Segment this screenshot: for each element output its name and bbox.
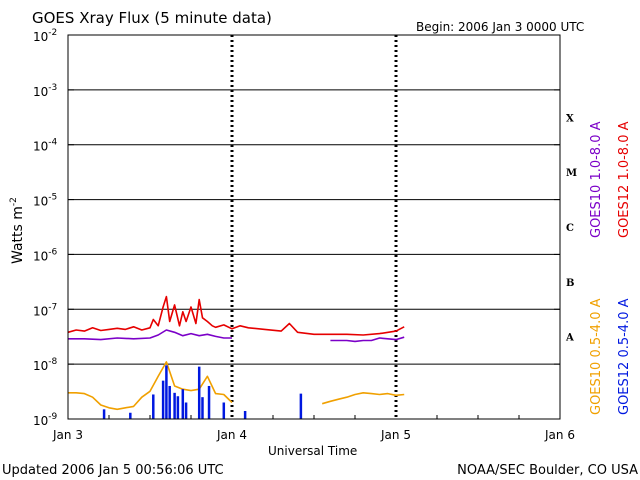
y-axis-label: Watts m-2 xyxy=(9,197,26,264)
flare-class-label: X xyxy=(566,113,574,124)
legend-entry: GOES10 0.5-4.0 A xyxy=(589,298,604,415)
y-tick-label: 10-4 xyxy=(33,138,58,154)
y-tick-label: 10-7 xyxy=(33,302,57,318)
x-axis-label: Universal Time xyxy=(268,444,357,458)
y-axis-label-text: Watts m xyxy=(10,206,26,264)
updated-timestamp: Updated 2006 Jan 5 00:56:06 UTC xyxy=(2,463,224,478)
legend-right: GOES12 1.0-8.0 A GOES12 0.5-4.0 A xyxy=(617,121,632,415)
flare-class-label: M xyxy=(566,168,577,179)
series-line xyxy=(321,391,405,405)
x-axis-ticks: Jan 3 Jan 4 Jan 5 Jan 6 xyxy=(52,415,575,442)
legend-entry: GOES12 0.5-4.0 A xyxy=(617,298,632,415)
series-line xyxy=(68,361,233,411)
flare-class-label: C xyxy=(566,223,574,234)
flare-class-labels: A B C M X xyxy=(565,113,577,343)
plot-series xyxy=(67,295,405,419)
credit-text: NOAA/SEC Boulder, CO USA xyxy=(457,463,638,478)
y-tick-label: 10-9 xyxy=(33,412,58,428)
x-tick-label: Jan 6 xyxy=(544,428,575,442)
flare-class-label: B xyxy=(566,278,574,289)
flare-class-label: A xyxy=(565,333,574,344)
x-tick-label: Jan 4 xyxy=(216,428,247,442)
y-tick-label: 10-8 xyxy=(33,357,58,373)
y-axis-label-exp: -2 xyxy=(9,197,19,206)
grid-lines xyxy=(68,35,560,419)
chart-title: GOES Xray Flux (5 minute data) xyxy=(32,9,272,27)
series-line xyxy=(67,295,405,336)
series-line xyxy=(68,329,232,341)
legend-entry: GOES12 1.0-8.0 A xyxy=(617,121,632,238)
series-line xyxy=(330,336,405,343)
y-tick-label: 10-2 xyxy=(33,28,57,44)
begin-label: Begin: 2006 Jan 3 0000 UTC xyxy=(416,20,584,34)
x-tick-label: Jan 3 xyxy=(52,428,83,442)
legend-left: GOES10 1.0-8.0 A GOES10 0.5-4.0 A xyxy=(589,121,604,415)
x-tick-label: Jan 5 xyxy=(380,428,411,442)
y-tick-label: 10-6 xyxy=(33,247,58,263)
y-tick-label: 10-3 xyxy=(33,83,57,99)
y-tick-label: 10-5 xyxy=(33,193,57,209)
y-axis-ticks: 10-9 10-8 10-7 10-6 10-5 10-4 10-3 10-2 xyxy=(33,28,560,428)
legend-entry: GOES10 1.0-8.0 A xyxy=(589,121,604,238)
svg-text:Watts m-2: Watts m-2 xyxy=(9,197,26,264)
